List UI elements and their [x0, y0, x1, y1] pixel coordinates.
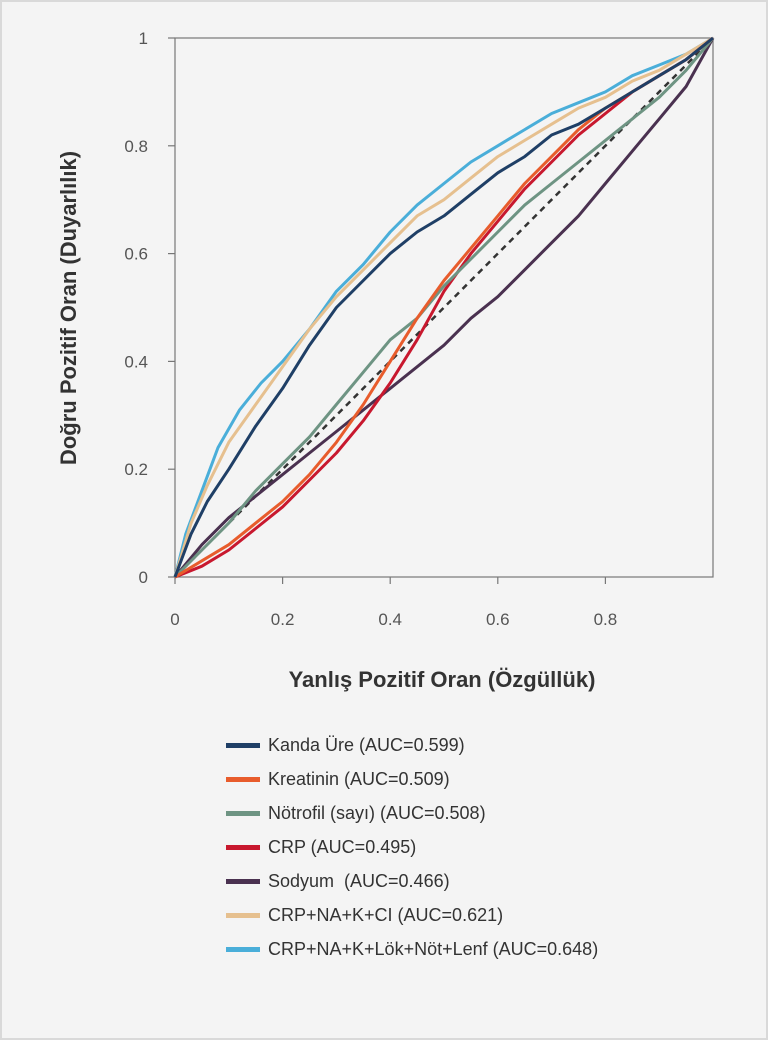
legend-item: Kanda Üre (AUC=0.599)	[226, 728, 598, 762]
series-lines	[173, 36, 715, 579]
y-axis-title: Doğru Pozitif Oran (Duyarlılık)	[56, 151, 81, 465]
legend-swatch	[226, 810, 260, 816]
y-tick-label: 0.6	[124, 245, 148, 264]
axes: 0 0.2 0.4 0.6 0.8 0 0.2 0.4 0.6 0.8 1	[124, 29, 714, 629]
series-line-4	[173, 37, 715, 578]
y-tick-label: 1	[139, 29, 148, 48]
legend-item: Nötrofil (sayı) (AUC=0.508)	[226, 796, 598, 830]
x-tick-label: 0.8	[594, 610, 618, 629]
legend-item: CRP+NA+K+CI (AUC=0.621)	[226, 898, 598, 932]
x-tick-label: 0	[170, 610, 179, 629]
x-tick-label: 0.2	[271, 610, 295, 629]
legend-swatch	[226, 912, 260, 918]
legend-label: Kreatinin (AUC=0.509)	[268, 768, 450, 789]
legend-swatch	[226, 776, 260, 782]
legend-item: Sodyum (AUC=0.466)	[226, 864, 598, 898]
series-line-2	[173, 37, 715, 579]
legend-swatch	[226, 946, 260, 952]
legend-label: CRP+NA+K+Lök+Nöt+Lenf (AUC=0.648)	[268, 938, 599, 959]
y-tick-label: 0.8	[124, 137, 148, 156]
series-line-0	[173, 36, 714, 578]
legend-label: CRP+NA+K+CI (AUC=0.621)	[268, 904, 504, 925]
legend-item: CRP+NA+K+Lök+Nöt+Lenf (AUC=0.648)	[226, 932, 598, 966]
legend-item: Kreatinin (AUC=0.509)	[226, 762, 598, 796]
series-line-5	[173, 36, 714, 578]
x-tick-label: 0.4	[378, 610, 402, 629]
y-tick-label: 0.4	[124, 352, 148, 371]
legend-label: Nötrofil (sayı) (AUC=0.508)	[268, 802, 486, 823]
legend-swatch	[226, 742, 260, 748]
legend-swatch	[226, 844, 260, 850]
y-tick-label: 0.2	[124, 460, 148, 479]
x-axis-title: Yanlış Pozitif Oran (Özgüllük)	[289, 667, 596, 692]
legend-swatch	[226, 878, 260, 884]
plot-frame	[174, 37, 714, 578]
legend-label: Sodyum (AUC=0.466)	[268, 870, 450, 891]
y-tick-label: 0	[139, 568, 148, 587]
legend-label: Kanda Üre (AUC=0.599)	[268, 734, 465, 755]
legend: Kanda Üre (AUC=0.599) Kreatinin (AUC=0.50…	[226, 728, 598, 966]
series-line-6	[173, 36, 714, 578]
x-tick-label: 0.6	[486, 610, 510, 629]
legend-label: CRP (AUC=0.495)	[268, 836, 417, 857]
series-line-3	[174, 36, 714, 579]
legend-item: CRP (AUC=0.495)	[226, 830, 598, 864]
